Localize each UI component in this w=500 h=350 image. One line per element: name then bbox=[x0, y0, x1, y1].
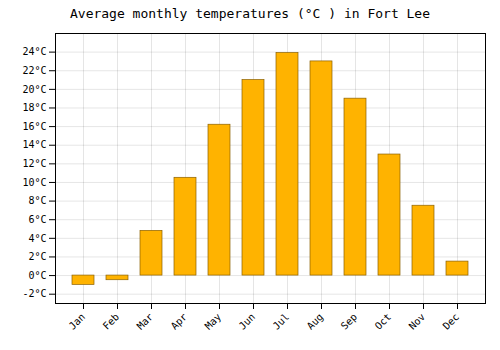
svg-text:May: May bbox=[203, 311, 224, 332]
svg-text:Jan: Jan bbox=[67, 311, 88, 332]
svg-text:0°C: 0°C bbox=[28, 270, 46, 281]
svg-text:4°C: 4°C bbox=[28, 233, 46, 244]
svg-text:Aug: Aug bbox=[305, 311, 326, 332]
svg-text:10°C: 10°C bbox=[22, 177, 46, 188]
svg-text:Oct: Oct bbox=[373, 311, 394, 332]
svg-text:18°C: 18°C bbox=[22, 102, 46, 113]
svg-text:Mar: Mar bbox=[135, 311, 156, 332]
html-text:Average monthly temperatures (: Average monthly temperatures (°C ) in Fo… bbox=[70, 6, 430, 21]
svg-text:20°C: 20°C bbox=[22, 84, 46, 95]
svg-text:Jul: Jul bbox=[271, 311, 292, 332]
svg-text:14°C: 14°C bbox=[22, 139, 46, 150]
svg-text:Sep: Sep bbox=[339, 311, 360, 332]
svg-text:Dec: Dec bbox=[441, 311, 462, 332]
svg-text:6°C: 6°C bbox=[28, 214, 46, 225]
svg-text:Nov: Nov bbox=[407, 311, 428, 332]
svg-text:Feb: Feb bbox=[101, 311, 122, 332]
svg-text:8°C: 8°C bbox=[28, 195, 46, 206]
svg-text:16°C: 16°C bbox=[22, 121, 46, 132]
svg-text:12°C: 12°C bbox=[22, 158, 46, 169]
svg-text:22°C: 22°C bbox=[22, 65, 46, 76]
svg-text:24°C: 24°C bbox=[22, 46, 46, 57]
svg-text:-2°C: -2°C bbox=[22, 288, 46, 299]
svg-text:Apr: Apr bbox=[169, 311, 190, 332]
svg-text:Jun: Jun bbox=[237, 311, 258, 332]
svg-text:2°C: 2°C bbox=[28, 251, 46, 262]
